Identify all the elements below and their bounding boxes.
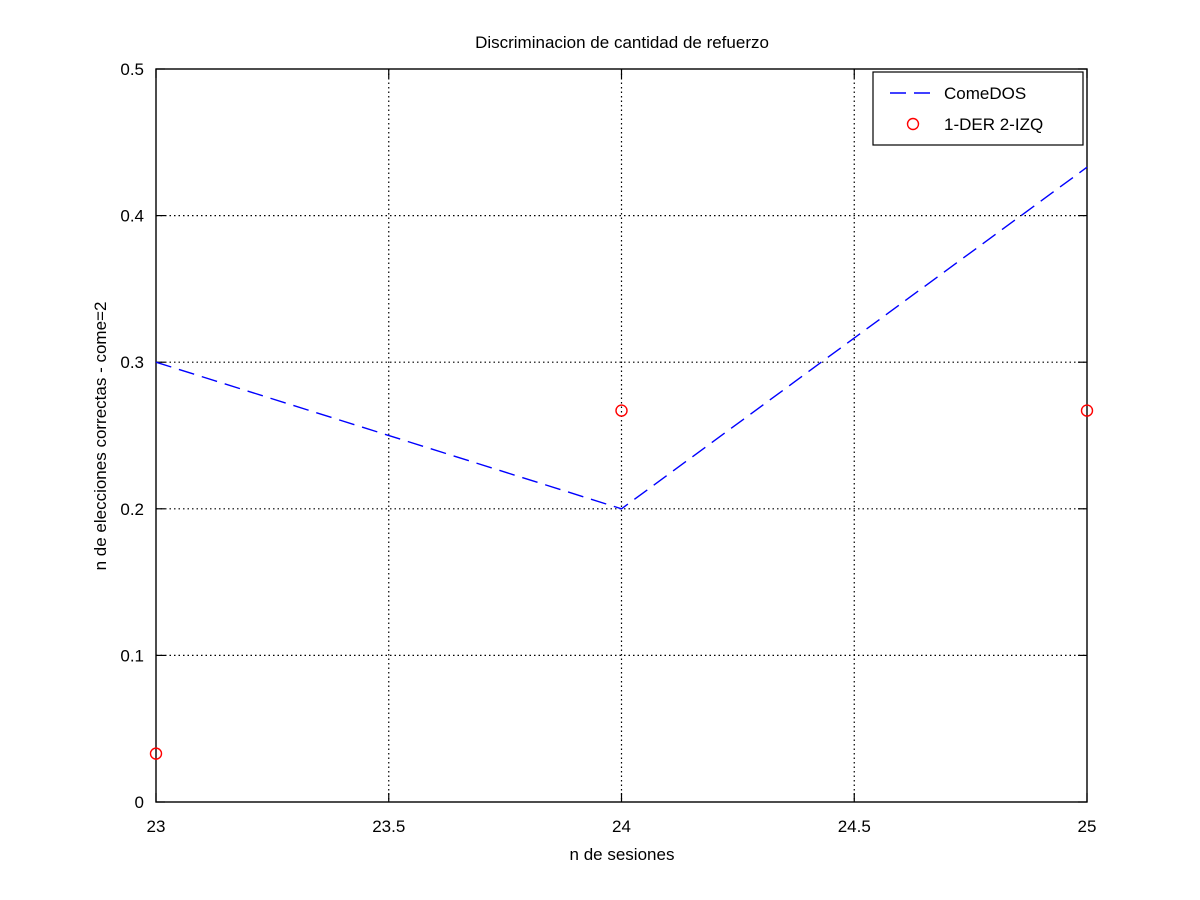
legend-der-izq-label: 1-DER 2-IZQ xyxy=(944,115,1043,134)
x-axis-title: n de sesiones xyxy=(570,845,675,864)
series-der-izq-point xyxy=(615,404,628,417)
x-tick-label: 23.5 xyxy=(372,817,405,836)
series-comedos-line xyxy=(155,166,1088,510)
series-der-izq-point xyxy=(149,747,163,760)
legend-comedos-label: ComeDOS xyxy=(944,84,1026,103)
y-tick-label: 0.2 xyxy=(120,500,144,519)
plot-frame xyxy=(155,68,1088,803)
x-tick-label: 23 xyxy=(147,817,166,836)
legend-der-izq-marker xyxy=(906,117,920,131)
legend: ComeDOS 1-DER 2-IZQ xyxy=(872,71,1084,146)
ticks: 23 23.5 24 24.5 25 0 0.1 0.2 0.3 0.4 0.5 xyxy=(120,60,1096,836)
chart-title: Discriminacion de cantidad de refuerzo xyxy=(475,33,769,52)
y-tick-label: 0.5 xyxy=(120,60,144,79)
x-tick-label: 24.5 xyxy=(838,817,871,836)
series-der-izq-point xyxy=(1080,404,1094,417)
legend-box xyxy=(872,71,1084,146)
x-tick-label: 24 xyxy=(612,817,631,836)
series-layer xyxy=(149,166,1094,760)
y-tick-label: 0.4 xyxy=(120,207,144,226)
y-tick-label: 0.1 xyxy=(120,646,144,665)
y-tick-label: 0 xyxy=(135,793,144,812)
x-tick-label: 25 xyxy=(1078,817,1097,836)
grid xyxy=(156,69,1087,802)
y-axis-title: n de elecciones correctas - come=2 xyxy=(91,302,110,571)
y-tick-label: 0.3 xyxy=(120,353,144,372)
